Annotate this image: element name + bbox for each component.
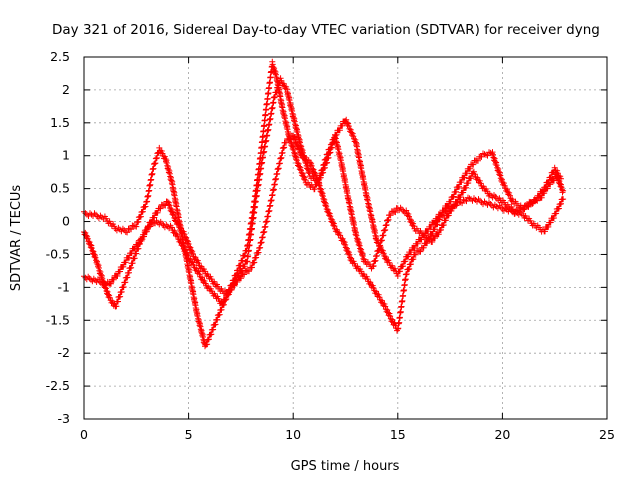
y-tick-label-6: 0	[62, 214, 70, 229]
y-axis-title: SDTVAR / TECUs	[9, 185, 24, 292]
y-tick-label-4: -1	[58, 279, 70, 294]
x-axis-ticks: 0 5 10 15 20 25	[80, 57, 615, 442]
y-tick-label-0: -3	[58, 411, 70, 426]
y-tick-label-10: 2	[62, 82, 70, 97]
y-tick-label-7: 0.5	[50, 181, 70, 196]
y-tick-label-2: -2	[58, 345, 70, 360]
chart-title: Day 321 of 2016, Sidereal Day-to-day VTE…	[52, 22, 600, 38]
data-series	[81, 58, 567, 350]
x-tick-label-1: 5	[185, 427, 193, 442]
grid-lines	[84, 57, 607, 419]
x-tick-label-3: 15	[390, 427, 406, 442]
y-tick-label-8: 1	[62, 148, 70, 163]
x-tick-label-0: 0	[80, 427, 88, 442]
x-axis-title: GPS time / hours	[291, 459, 400, 474]
x-tick-label-2: 10	[285, 427, 301, 442]
x-tick-label-5: 25	[599, 427, 615, 442]
x-tick-label-4: 20	[494, 427, 510, 442]
y-tick-label-3: -1.5	[46, 312, 70, 327]
y-tick-label-5: -0.5	[46, 246, 70, 261]
y-tick-label-11: 2.5	[50, 49, 70, 64]
plot-frame	[83, 56, 608, 420]
y-tick-label-1: -2.5	[46, 378, 70, 393]
y-tick-label-9: 1.5	[50, 115, 70, 130]
y-axis-ticks: -3 -2.5 -2 -1.5 -1 -0.5 0 0.5 1 1.5 2 2.5	[46, 49, 607, 426]
